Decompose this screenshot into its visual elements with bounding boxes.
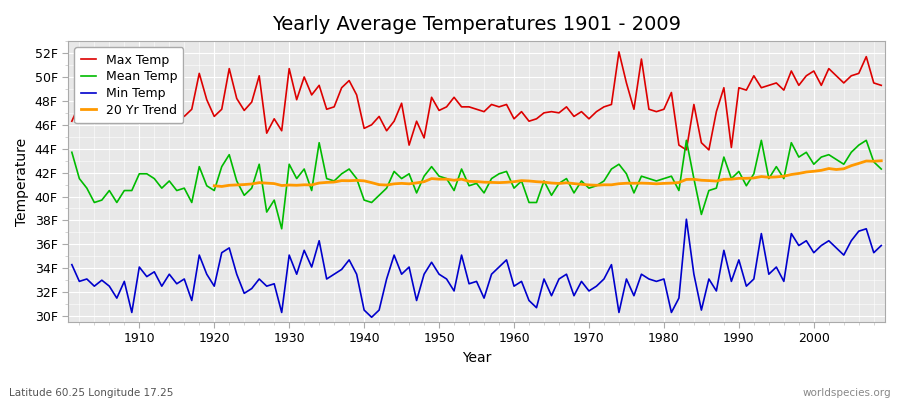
Min Temp [366,315,377,320]
Mean Temp [344,167,355,172]
Max Temp [598,104,609,109]
Min Temp [508,284,519,288]
20 Yr Trend [209,183,220,188]
Max Temp [337,85,347,90]
Mean Temp [126,188,137,193]
Min Temp [67,262,77,267]
20 Yr Trend [306,182,317,187]
Y-axis label: Temperature: Temperature [15,138,29,226]
Min Temp [681,217,692,222]
20 Yr Trend [216,184,227,189]
Min Temp [516,279,526,284]
Mean Temp [606,167,616,172]
Mean Temp [876,167,886,172]
20 Yr Trend [853,161,864,166]
20 Yr Trend [786,172,796,177]
Max Temp [501,102,512,107]
Mean Temp [516,178,526,183]
Text: worldspecies.org: worldspecies.org [803,388,891,398]
Mean Temp [67,150,77,155]
Max Temp [126,102,137,107]
Max Temp [681,148,692,152]
Line: Min Temp: Min Temp [72,219,881,317]
Min Temp [606,262,616,267]
20 Yr Trend [418,179,429,184]
Max Temp [292,97,302,102]
Max Temp [508,116,519,121]
Max Temp [67,119,77,124]
Mean Temp [299,167,310,172]
Min Temp [876,243,886,248]
X-axis label: Year: Year [462,351,491,365]
Min Temp [337,267,347,272]
Mean Temp [681,138,692,143]
Mean Temp [508,186,519,190]
Min Temp [126,310,137,315]
20 Yr Trend [771,174,782,179]
Title: Yearly Average Temperatures 1901 - 2009: Yearly Average Temperatures 1901 - 2009 [272,15,681,34]
Mean Temp [276,226,287,231]
Text: Latitude 60.25 Longitude 17.25: Latitude 60.25 Longitude 17.25 [9,388,174,398]
20 Yr Trend [681,177,692,182]
Legend: Max Temp, Mean Temp, Min Temp, 20 Yr Trend: Max Temp, Mean Temp, Min Temp, 20 Yr Tre… [75,47,184,123]
Max Temp [876,83,886,88]
Line: 20 Yr Trend: 20 Yr Trend [214,161,881,186]
20 Yr Trend [876,158,886,163]
Line: Mean Temp: Mean Temp [72,140,881,229]
Min Temp [292,272,302,277]
Line: Max Temp: Max Temp [72,52,881,150]
Max Temp [614,50,625,54]
